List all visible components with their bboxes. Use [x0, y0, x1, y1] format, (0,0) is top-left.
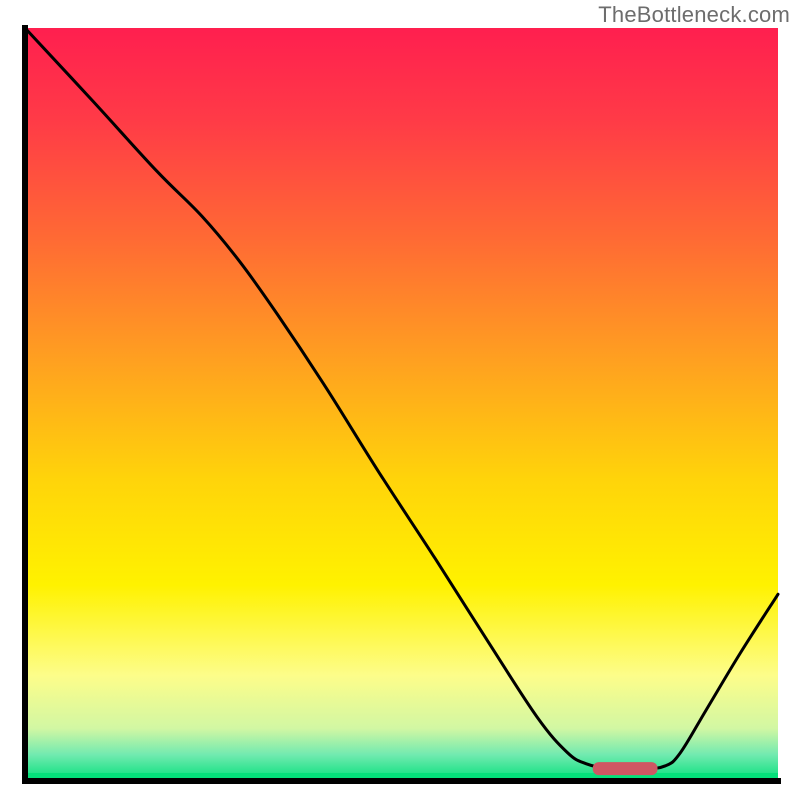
optimal-range-marker — [593, 762, 658, 775]
gradient-background — [25, 28, 778, 781]
chart-svg — [0, 0, 800, 800]
bottleneck-chart: TheBottleneck.com — [0, 0, 800, 800]
watermark-text: TheBottleneck.com — [598, 2, 790, 28]
